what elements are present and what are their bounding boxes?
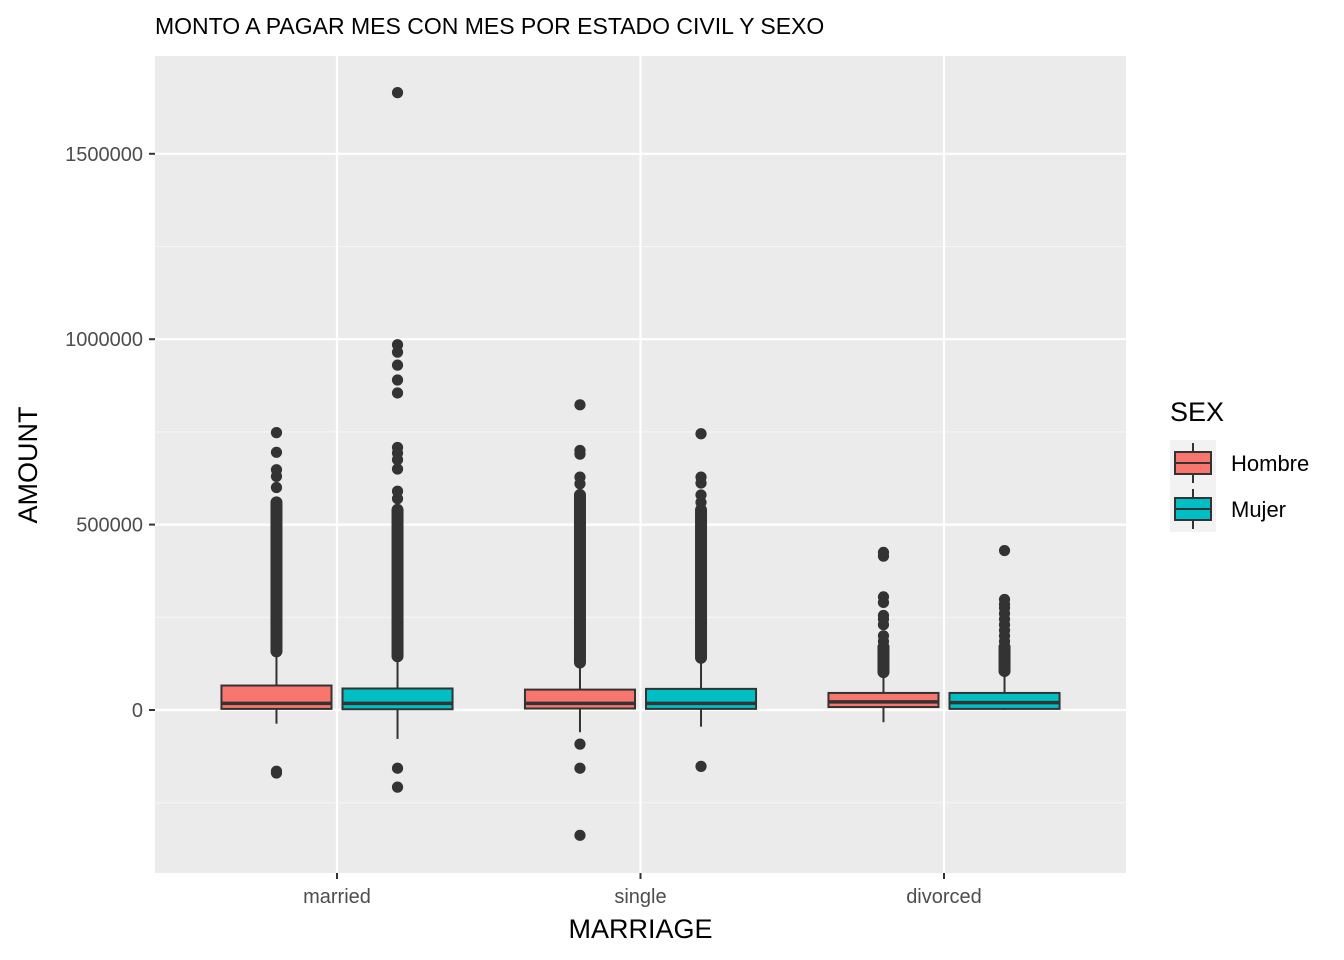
box-married-mujer xyxy=(341,87,454,793)
outlier-point xyxy=(391,359,404,371)
x-axis: married single divorced xyxy=(303,873,982,908)
x-tick-label: divorced xyxy=(906,886,982,908)
box-married-hombre xyxy=(220,427,333,779)
box-iqr xyxy=(220,684,333,710)
outlier-point xyxy=(391,387,404,399)
outlier-point xyxy=(695,428,707,440)
outlier-point xyxy=(391,781,404,793)
outlier-point xyxy=(391,463,404,475)
box-single-hombre xyxy=(523,399,636,841)
grid-lines xyxy=(155,56,1126,873)
outlier-point xyxy=(574,471,586,483)
legend-key-hombre xyxy=(1174,443,1212,483)
x-tick-label: single xyxy=(614,886,666,908)
legend-key-mujer xyxy=(1174,489,1212,529)
outlier-point xyxy=(391,339,404,351)
outlier-point xyxy=(270,446,283,458)
x-axis-title: MARRIAGE xyxy=(568,914,712,944)
outlier-point xyxy=(391,374,404,386)
x-tick-label: married xyxy=(303,886,371,908)
outlier-point xyxy=(877,609,890,622)
box-divorced-hombre xyxy=(827,546,940,723)
outlier-point xyxy=(270,767,283,779)
box-iqr xyxy=(341,687,454,711)
outlier-point xyxy=(574,444,586,457)
y-tick-label: 1000000 xyxy=(65,329,143,351)
legend: SEX Hombre Mujer xyxy=(1170,397,1309,532)
outlier-point xyxy=(877,546,890,559)
outlier-point xyxy=(877,630,890,642)
outlier-point xyxy=(270,481,283,494)
legend-title: SEX xyxy=(1170,397,1224,427)
chart-title: MONTO A PAGAR MES CON MES POR ESTADO CIV… xyxy=(155,13,824,39)
outlier-point xyxy=(695,489,707,501)
box-groups xyxy=(220,87,1061,841)
outlier-point xyxy=(877,591,890,603)
y-tick-label: 0 xyxy=(132,700,143,722)
outlier-point xyxy=(270,427,283,439)
outlier-point xyxy=(270,464,283,476)
outlier-point xyxy=(574,738,586,750)
outlier-point xyxy=(574,399,586,411)
outlier-point xyxy=(574,762,586,774)
box-iqr xyxy=(827,691,940,709)
outlier-point xyxy=(998,593,1011,606)
box-iqr xyxy=(523,688,636,710)
legend-label: Mujer xyxy=(1231,497,1286,522)
outlier-point xyxy=(998,544,1011,557)
y-tick-label: 500000 xyxy=(76,515,143,537)
outlier-point xyxy=(695,471,707,483)
y-tick-label: 1500000 xyxy=(65,144,143,166)
outlier-point xyxy=(574,829,586,841)
outlier-point xyxy=(391,762,404,774)
box-iqr xyxy=(645,687,758,710)
box-divorced-mujer xyxy=(948,544,1061,710)
legend-label: Hombre xyxy=(1231,451,1309,476)
box-single-mujer xyxy=(645,428,758,772)
outlier-point xyxy=(391,485,404,497)
y-axis: 0 500000 1000000 1500000 xyxy=(65,144,155,722)
outlier-point xyxy=(695,760,707,772)
y-axis-title: AMOUNT xyxy=(13,407,43,524)
outlier-point xyxy=(391,87,404,99)
outlier-point xyxy=(391,441,404,454)
